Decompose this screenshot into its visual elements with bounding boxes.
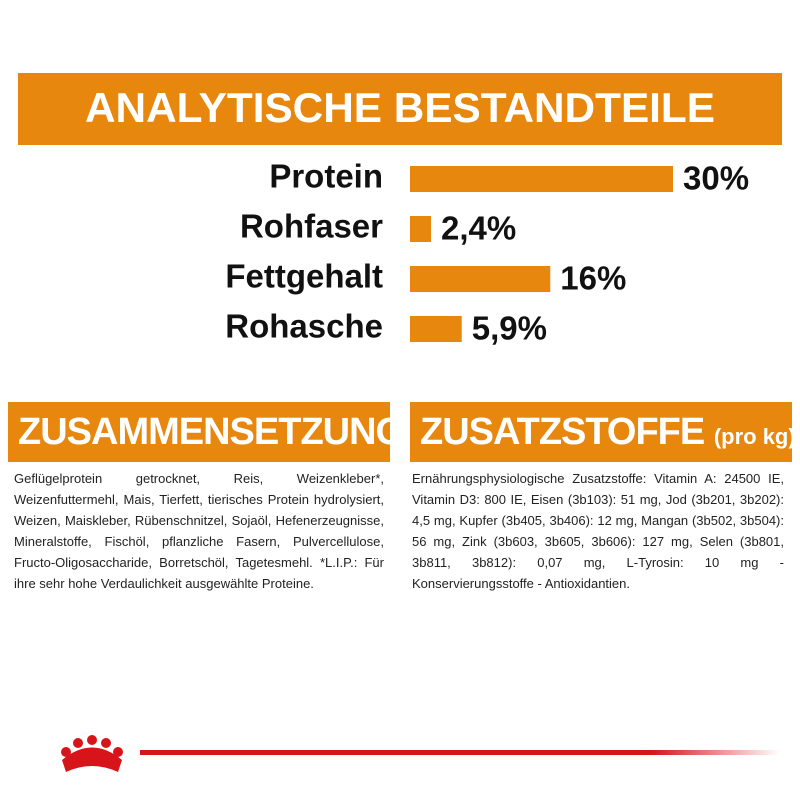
category-label: Rohasche (225, 308, 383, 345)
bar (410, 166, 673, 192)
category-label: Protein (269, 158, 383, 195)
additives-text: Ernährungsphysiologische Zusatzstoffe: V… (412, 471, 784, 591)
bar (410, 216, 432, 242)
value-label: 5,9% (472, 310, 547, 347)
additives-title: ZUSATZSTOFFE (420, 411, 705, 453)
value-label: 16% (560, 260, 626, 297)
composition-title: ZUSAMMENSETZUNG (18, 411, 390, 453)
category-label: Rohfaser (240, 208, 383, 245)
category-label: Fettgehalt (225, 258, 383, 295)
value-label: 30% (683, 160, 749, 197)
section-title: ZUSAMMENSETZUNG (8, 402, 390, 462)
bar (410, 266, 551, 292)
value-label: 2,4% (441, 210, 516, 247)
bar (410, 316, 462, 342)
red-line (140, 750, 780, 755)
section-title: ZUSATZSTOFFE (pro kg) (410, 402, 792, 462)
title-band (18, 73, 782, 145)
composition-text: Geflügelprotein getrocknet, Reis, Weizen… (14, 471, 384, 591)
logo (61, 735, 123, 772)
title: ANALYTISCHE BESTANDTEILE (85, 84, 715, 131)
additives-note: (pro kg) (713, 424, 792, 449)
